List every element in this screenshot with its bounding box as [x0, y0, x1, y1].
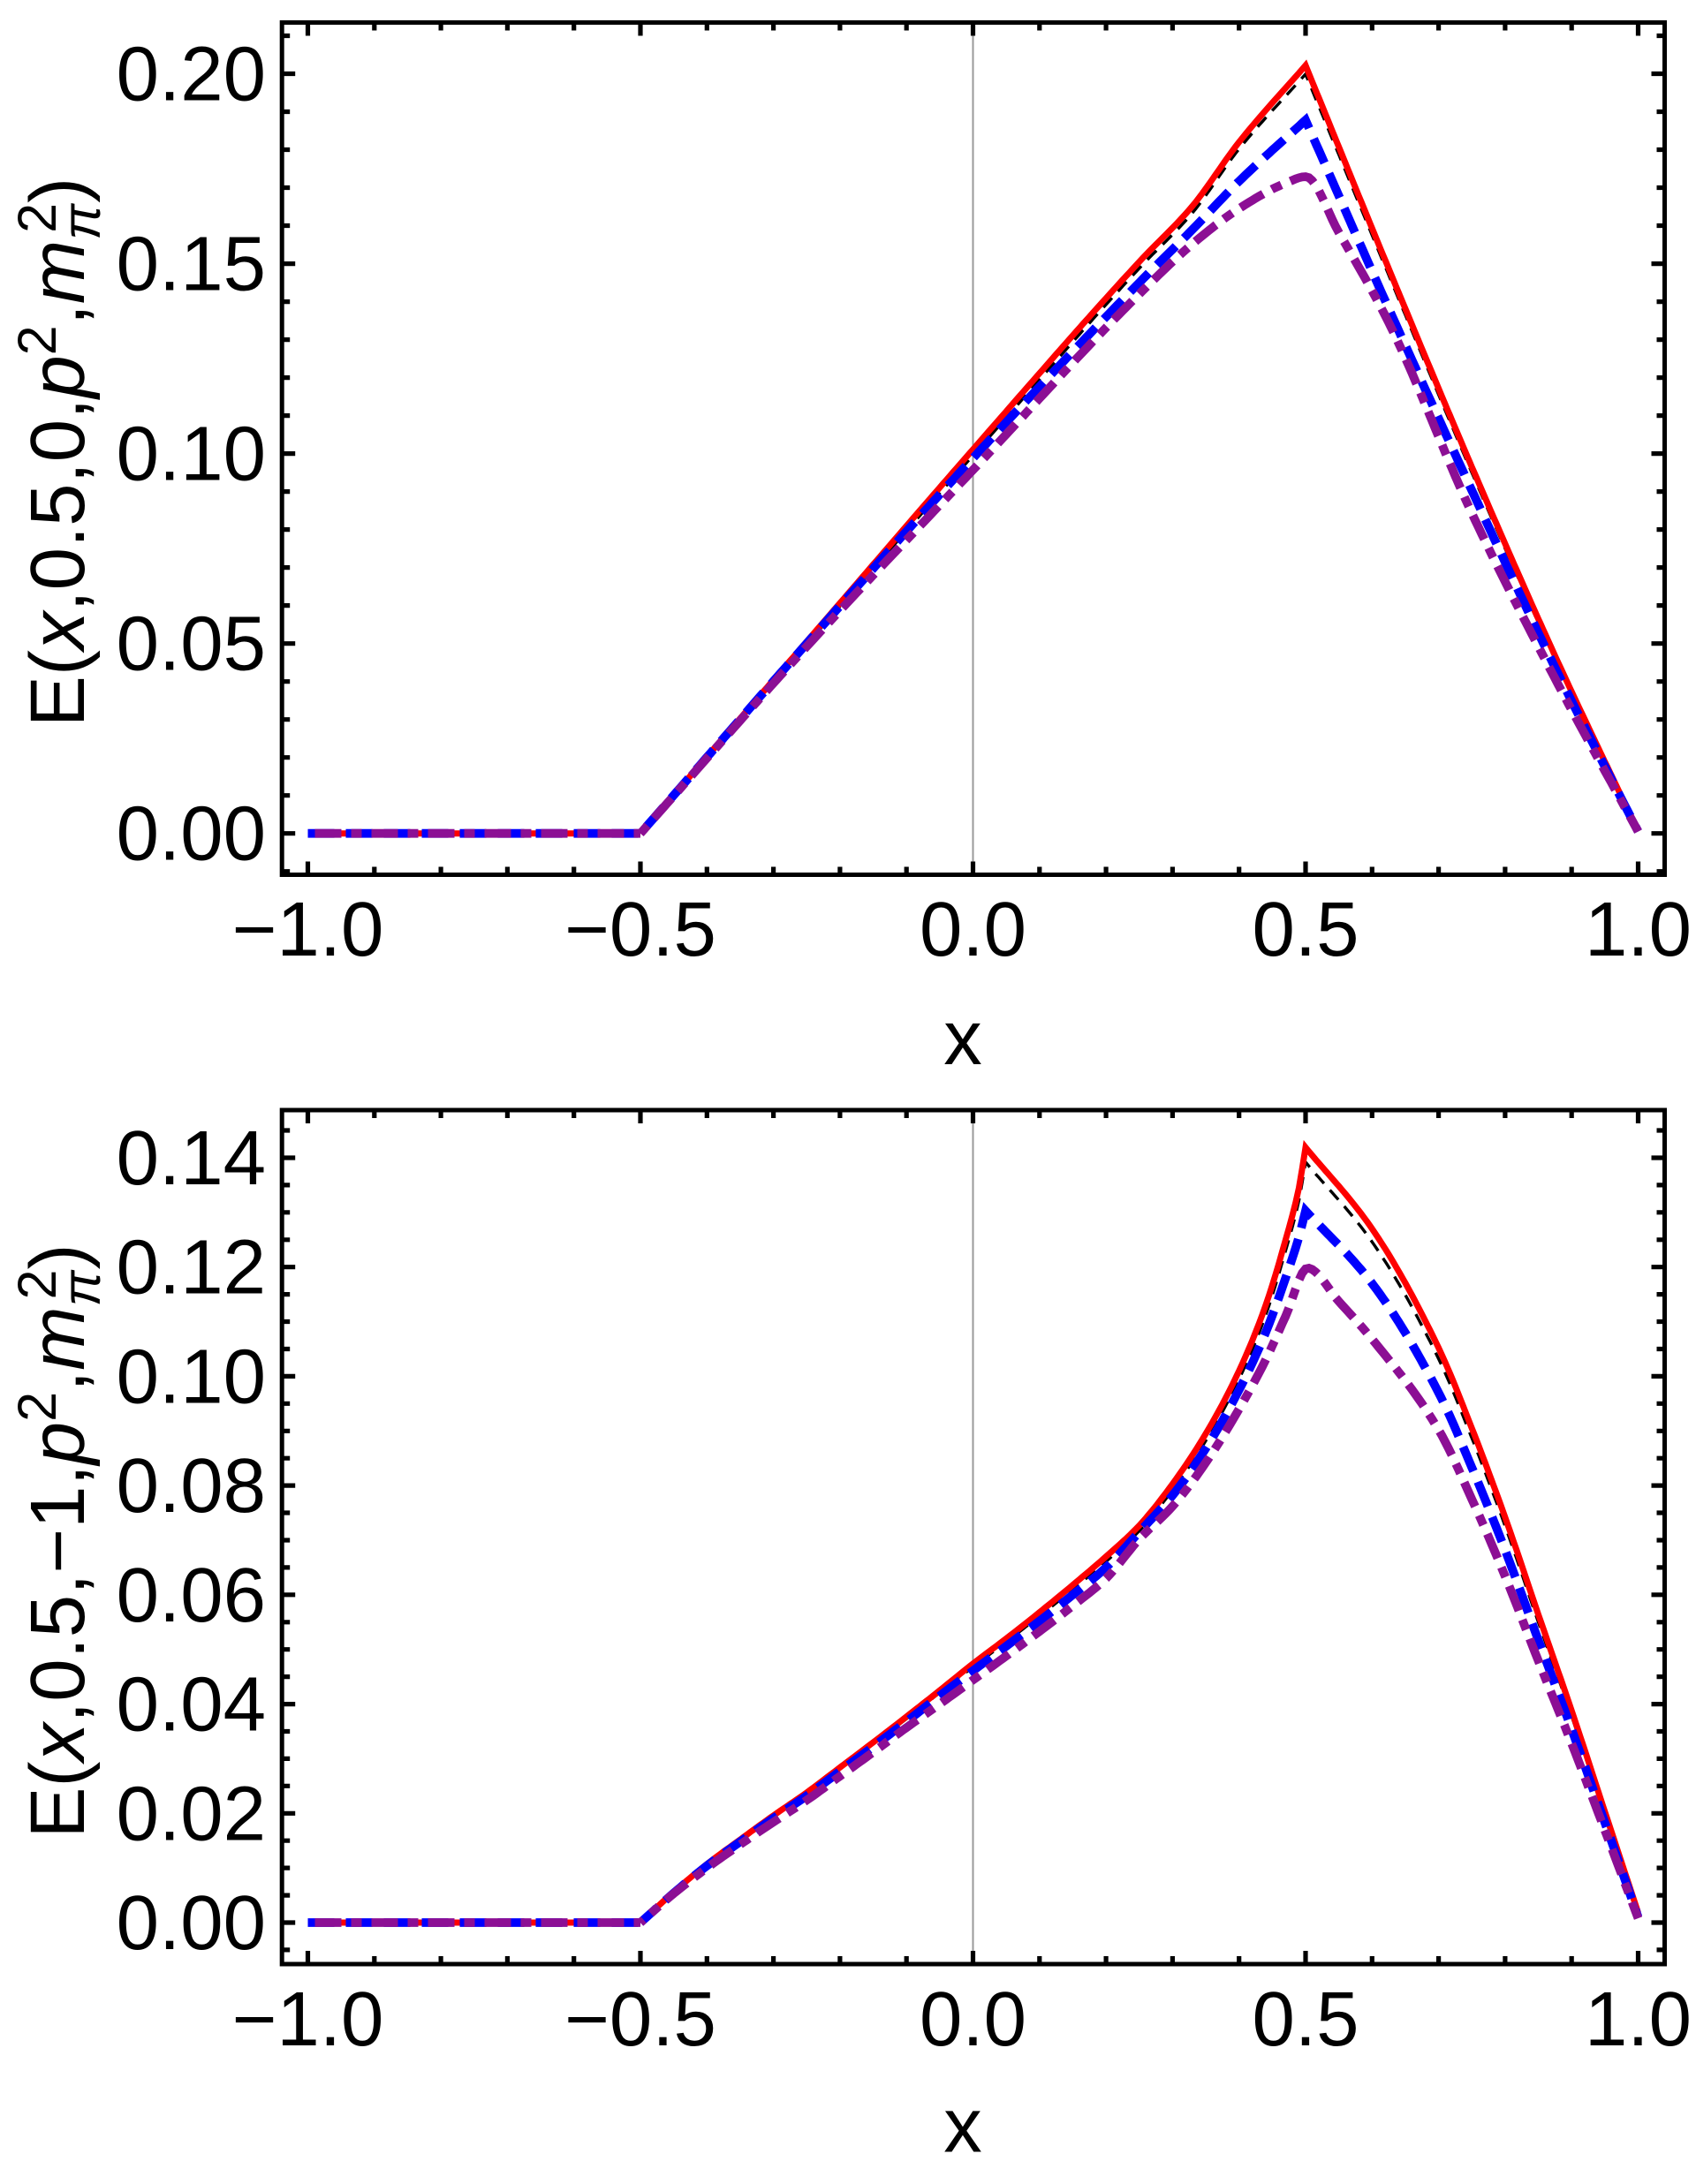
svg-text:−1.0: −1.0 — [232, 887, 384, 972]
svg-text:0.05: 0.05 — [117, 601, 266, 687]
svg-text:0.02: 0.02 — [117, 1771, 266, 1856]
svg-text:0.5: 0.5 — [1253, 1976, 1359, 2062]
svg-text:0.15: 0.15 — [117, 222, 266, 307]
svg-text:0.0: 0.0 — [920, 1976, 1026, 2062]
svg-text:0.0: 0.0 — [920, 887, 1026, 972]
svg-text:0.10: 0.10 — [117, 1334, 266, 1419]
svg-text:−1.0: −1.0 — [232, 1976, 384, 2062]
svg-text:E(x,0.5,0,p2,mπ2): E(x,0.5,0,p2,mπ2) — [7, 178, 111, 727]
svg-text:0.10: 0.10 — [117, 412, 266, 497]
svg-text:E(x,0.5,−1,p2,mπ2): E(x,0.5,−1,p2,mπ2) — [7, 1244, 111, 1839]
svg-text:0.06: 0.06 — [117, 1553, 266, 1638]
svg-text:0.20: 0.20 — [117, 32, 266, 117]
svg-text:1.0: 1.0 — [1585, 887, 1692, 972]
svg-text:0.08: 0.08 — [117, 1443, 266, 1529]
svg-text:0.5: 0.5 — [1253, 887, 1359, 972]
svg-text:x: x — [943, 995, 982, 1081]
svg-text:0.14: 0.14 — [117, 1115, 266, 1201]
svg-text:−0.5: −0.5 — [564, 1976, 716, 2062]
svg-text:0.04: 0.04 — [117, 1662, 266, 1748]
svg-text:1.0: 1.0 — [1585, 1976, 1692, 2062]
svg-text:0.00: 0.00 — [117, 1880, 266, 1966]
svg-text:0.00: 0.00 — [117, 791, 266, 877]
svg-text:x: x — [943, 2083, 982, 2169]
svg-text:−0.5: −0.5 — [564, 887, 716, 972]
svg-text:0.12: 0.12 — [117, 1225, 266, 1311]
